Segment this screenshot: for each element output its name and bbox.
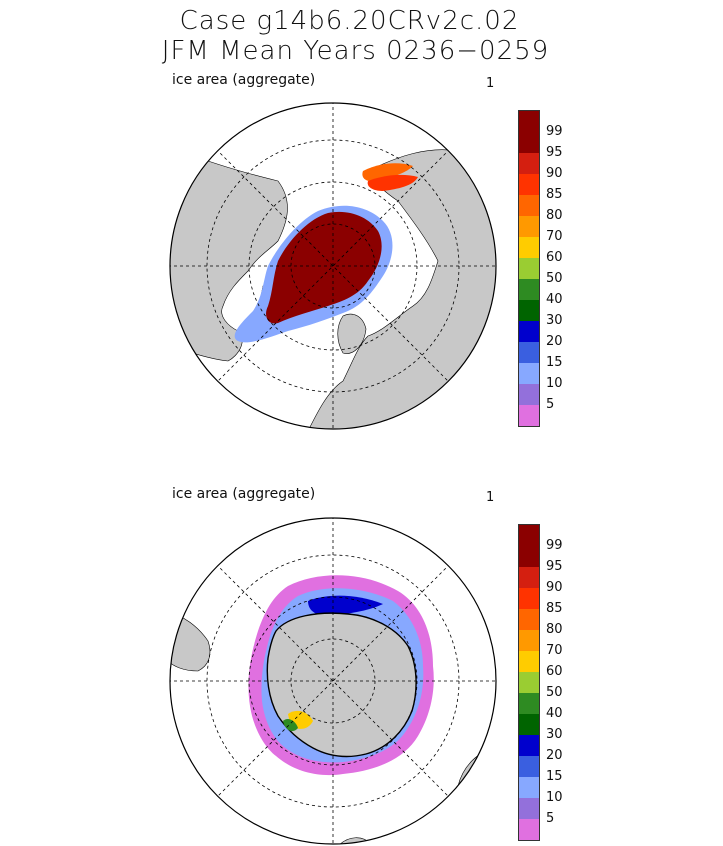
colorbar-tick-label: 70 bbox=[546, 229, 563, 244]
colorbar-tick-label: 95 bbox=[546, 145, 563, 160]
colorbar-segment bbox=[519, 195, 539, 216]
sea-ice-blue-south bbox=[308, 595, 383, 616]
colorbar-segment bbox=[519, 777, 539, 798]
colorbar-tick-label: 90 bbox=[546, 580, 563, 595]
latitude-circle-1 bbox=[290, 638, 376, 724]
meridian-45 bbox=[215, 563, 451, 799]
colorbar-segment bbox=[519, 405, 539, 426]
colorbar-segment bbox=[519, 132, 539, 153]
latitude-circle-2 bbox=[248, 181, 418, 351]
colorbar-tick-label: 20 bbox=[546, 748, 563, 763]
land-north-america bbox=[170, 160, 288, 362]
panel-label-south: ice area (aggregate) bbox=[172, 486, 316, 502]
colorbar-segment bbox=[519, 216, 539, 237]
colorbar-tick-label: 50 bbox=[546, 271, 563, 286]
colorbar-tick-label: 15 bbox=[546, 769, 563, 784]
panel-number-north: 1 bbox=[486, 76, 495, 91]
colorbar-segment bbox=[519, 672, 539, 693]
colorbar-tick-label: 30 bbox=[546, 313, 563, 328]
colorbar-segment bbox=[519, 258, 539, 279]
colorbar-tick-label: 80 bbox=[546, 622, 563, 637]
colorbar-segment bbox=[519, 153, 539, 174]
colorbar-segment bbox=[519, 798, 539, 819]
colorbar-tick-label: 50 bbox=[546, 685, 563, 700]
colorbar-segment bbox=[519, 651, 539, 672]
colorbar-segment bbox=[519, 693, 539, 714]
colorbar-segment bbox=[519, 819, 539, 840]
colorbar-tick-label: 99 bbox=[546, 538, 563, 553]
map-boundary-north bbox=[169, 102, 497, 430]
colorbar-segment bbox=[519, 384, 539, 405]
colorbar-tick-label: 80 bbox=[546, 208, 563, 223]
colorbar-segment bbox=[519, 321, 539, 342]
latitude-circle-3 bbox=[206, 139, 460, 393]
colorbar-segment bbox=[519, 111, 539, 132]
sea-ice-okhotsk bbox=[367, 174, 418, 191]
colorbar-segment bbox=[519, 279, 539, 300]
figure-title-case: Case g14b6.20CRv2c.02 bbox=[179, 6, 520, 36]
colorbar-tick-label: 5 bbox=[546, 397, 555, 412]
colorbar-tick-label: 5 bbox=[546, 811, 555, 826]
colorbar-segment bbox=[519, 630, 539, 651]
sea-ice-core-north bbox=[266, 211, 382, 324]
colorbar-segment bbox=[519, 609, 539, 630]
colorbar-tick-label: 40 bbox=[546, 292, 563, 307]
panel-label-north: ice area (aggregate) bbox=[172, 72, 316, 88]
colorbar-tick-label: 95 bbox=[546, 559, 563, 574]
sea-ice-pacific-north bbox=[362, 163, 413, 182]
south-polar-map bbox=[169, 517, 497, 845]
colorbar-segment bbox=[519, 174, 539, 195]
sea-ice-weddell-green bbox=[283, 718, 298, 732]
colorbar-segment bbox=[519, 237, 539, 258]
colorbar-tick-label: 40 bbox=[546, 706, 563, 721]
colorbar-tick-label: 85 bbox=[546, 187, 563, 202]
colorbar-tick-label: 60 bbox=[546, 664, 563, 679]
land-scandinavia bbox=[337, 313, 367, 354]
colorbar-tick-label: 70 bbox=[546, 643, 563, 658]
meridian-135 bbox=[215, 563, 451, 799]
colorbar-segment bbox=[519, 363, 539, 384]
colorbar-segment bbox=[519, 714, 539, 735]
colorbar-segment bbox=[519, 300, 539, 321]
colorbar-segment bbox=[519, 588, 539, 609]
colorbar-south bbox=[518, 524, 540, 841]
colorbar-north bbox=[518, 110, 540, 427]
latitude-circle-2 bbox=[248, 596, 418, 766]
colorbar-tick-label: 10 bbox=[546, 376, 563, 391]
colorbar-tick-label: 20 bbox=[546, 334, 563, 349]
colorbar-segment bbox=[519, 546, 539, 567]
colorbar-tick-label: 85 bbox=[546, 601, 563, 616]
meridian-45 bbox=[215, 148, 451, 384]
north-polar-map bbox=[169, 102, 497, 430]
colorbar-tick-label: 15 bbox=[546, 355, 563, 370]
colorbar-tick-label: 60 bbox=[546, 250, 563, 265]
colorbar-tick-label: 10 bbox=[546, 790, 563, 805]
colorbar-tick-label: 99 bbox=[546, 124, 563, 139]
colorbar-tick-label: 30 bbox=[546, 727, 563, 742]
colorbar-segment bbox=[519, 756, 539, 777]
latitude-circle-3 bbox=[206, 554, 460, 808]
figure-title-period: JFM Mean Years 0236−0259 bbox=[161, 36, 550, 66]
panel-number-south: 1 bbox=[486, 490, 495, 505]
latitude-circle-1 bbox=[290, 223, 376, 309]
meridian-135 bbox=[215, 148, 451, 384]
colorbar-segment bbox=[519, 567, 539, 588]
colorbar-segment bbox=[519, 735, 539, 756]
colorbar-segment bbox=[519, 525, 539, 546]
colorbar-tick-label: 90 bbox=[546, 166, 563, 181]
colorbar-segment bbox=[519, 342, 539, 363]
